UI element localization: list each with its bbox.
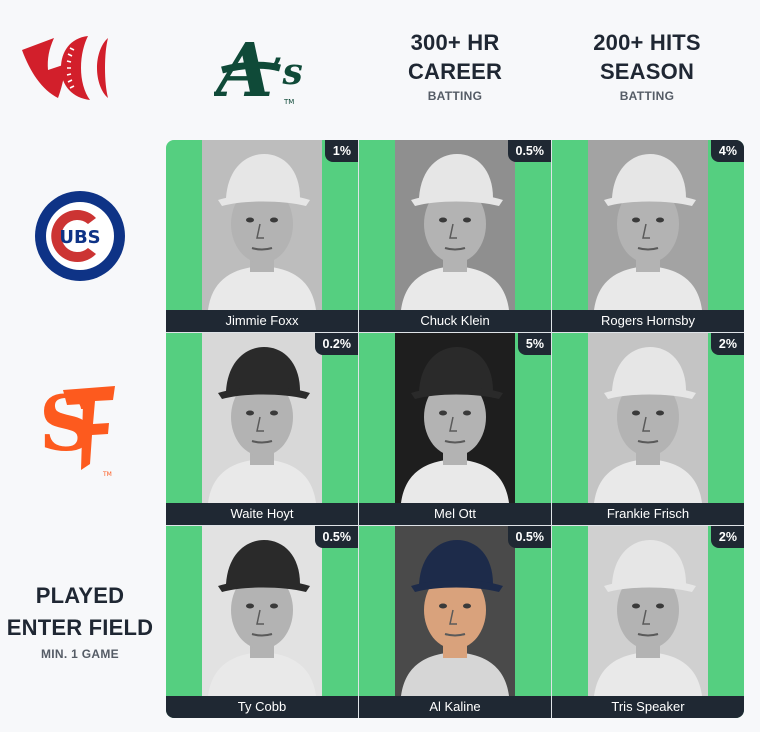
answer-grid: 1% Jimmie Foxx 0.5% Chuck Klein 4% Roger…	[166, 140, 744, 718]
rarity-badge: 0.5%	[507, 140, 551, 162]
svg-text:UBS: UBS	[59, 227, 100, 248]
rarity-badge: 2%	[710, 333, 744, 355]
player-name: Tris Speaker	[552, 696, 744, 718]
grid-cell[interactable]: 2% Tris Speaker	[552, 526, 744, 718]
svg-text:’s: ’s	[270, 51, 303, 93]
svg-text:TM: TM	[102, 471, 112, 478]
row-header-team: UBS	[0, 190, 160, 282]
player-name: Waite Hoyt	[166, 503, 358, 525]
svg-text:TM: TM	[283, 98, 294, 106]
rarity-badge: 4%	[710, 140, 744, 162]
row-title-line-2: ENTER FIELD	[6, 615, 154, 640]
row-subtitle: MIN. 1 GAME	[41, 647, 119, 661]
row-header-team: S TM	[0, 380, 160, 478]
player-name: Ty Cobb	[166, 696, 358, 718]
rarity-badge: 0.2%	[314, 333, 358, 355]
column-header-300-hr: 300+ HR CAREER BATTING	[360, 28, 550, 106]
chicago-cubs-logo-icon: UBS	[35, 191, 125, 281]
row-title-line-1: PLAYED	[35, 583, 125, 608]
column-subtitle: BATTING	[619, 89, 675, 103]
grid-cell[interactable]: 0.5% Al Kaline	[359, 526, 551, 718]
rarity-badge: 1%	[324, 140, 358, 162]
rarity-badge: 0.5%	[507, 526, 551, 548]
player-photo	[395, 140, 515, 310]
player-name: Mel Ott	[359, 503, 551, 525]
player-photo	[202, 526, 322, 696]
column-subtitle: BATTING	[427, 89, 483, 103]
player-photo	[202, 333, 322, 503]
column-header-200-hits: 200+ HITS SEASON BATTING	[552, 28, 742, 106]
rarity-badge: 5%	[517, 333, 551, 355]
player-photo	[588, 140, 708, 310]
player-name: Chuck Klein	[359, 310, 551, 332]
player-name: Al Kaline	[359, 696, 551, 718]
player-photo	[588, 526, 708, 696]
grid-cell[interactable]: 5% Mel Ott	[359, 333, 551, 525]
player-name: Frankie Frisch	[552, 503, 744, 525]
column-title: 300+ HR CAREER	[407, 30, 503, 84]
column-header-team: A ’s TM	[167, 26, 357, 108]
grid-cell[interactable]: 1% Jimmie Foxx	[166, 140, 358, 332]
grid-cell[interactable]: 0.5% Chuck Klein	[359, 140, 551, 332]
san-francisco-giants-logo-icon: S TM	[41, 380, 115, 478]
grid-cell[interactable]: 2% Frankie Frisch	[552, 333, 744, 525]
rarity-badge: 0.5%	[314, 526, 358, 548]
oakland-athletics-logo-icon: A ’s TM	[214, 28, 303, 108]
grid-cell[interactable]: 0.2% Waite Hoyt	[166, 333, 358, 525]
column-title: 200+ HITS SEASON	[593, 30, 701, 84]
player-photo	[588, 333, 708, 503]
player-photo	[202, 140, 322, 310]
site-logo-icon[interactable]	[18, 34, 114, 102]
row-header-position: PLAYED ENTER FIELD MIN. 1 GAME	[0, 580, 170, 664]
player-photo	[395, 526, 515, 696]
grid-cell[interactable]: 4% Rogers Hornsby	[552, 140, 744, 332]
player-photo	[395, 333, 515, 503]
grid-cell[interactable]: 0.5% Ty Cobb	[166, 526, 358, 718]
player-name: Rogers Hornsby	[552, 310, 744, 332]
player-name: Jimmie Foxx	[166, 310, 358, 332]
rarity-badge: 2%	[710, 526, 744, 548]
